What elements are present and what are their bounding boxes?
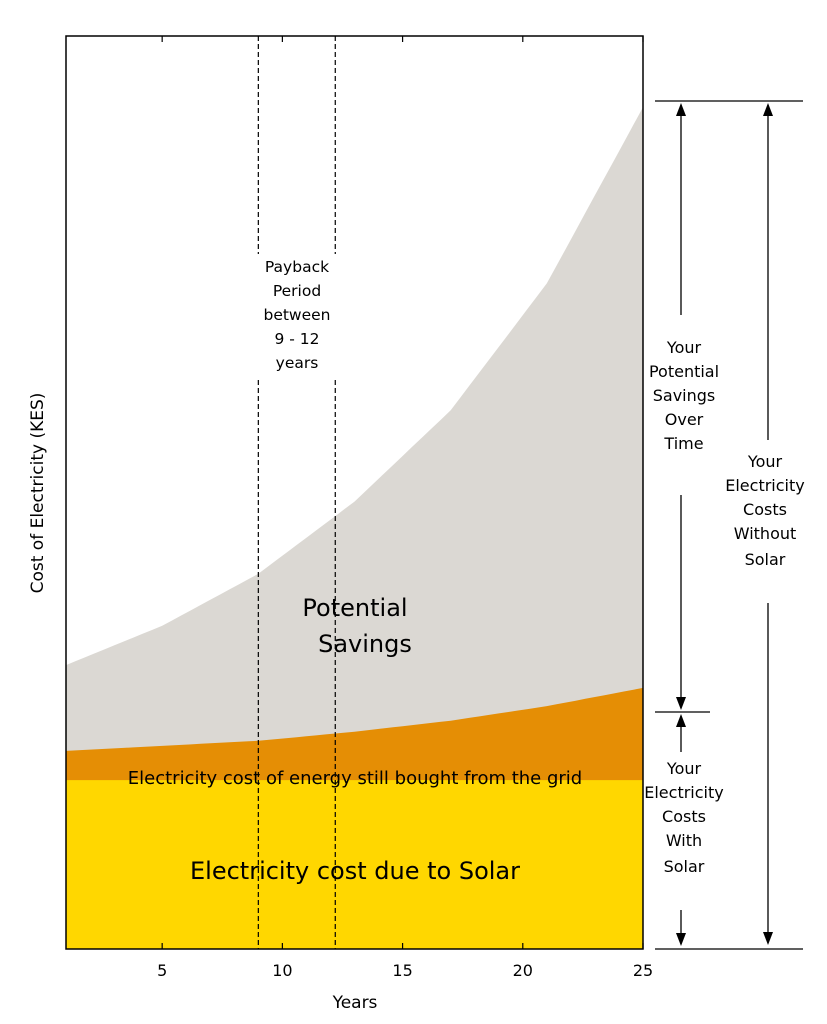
y-axis-title: Cost of Electricity (KES) xyxy=(28,393,48,594)
x-tick-label-10: 10 xyxy=(272,961,292,980)
savings-arrow-up-icon xyxy=(676,103,686,116)
payback-period-lines xyxy=(257,36,336,949)
potential-savings-label-line2: Savings xyxy=(318,630,412,658)
payback-label-backdrop xyxy=(256,254,336,378)
payback-line-3: between xyxy=(263,306,330,324)
savings-text-line-3: Savings xyxy=(653,386,716,405)
x-tick-label-5: 5 xyxy=(157,961,167,980)
with-solar-arrow-up-icon xyxy=(676,714,686,727)
without-solar-text-line-2: Electricity xyxy=(725,476,804,495)
with-solar-text-line-3: Costs xyxy=(662,807,706,826)
payback-line-4: 9 - 12 xyxy=(274,330,319,348)
solar-band-label: Electricity cost due to Solar xyxy=(190,857,520,885)
savings-arrow-down-icon xyxy=(676,697,686,710)
payback-line-2: Period xyxy=(273,282,321,300)
x-axis-ticks: 5 10 15 20 25 xyxy=(157,36,653,980)
with-solar-text-line-2: Electricity xyxy=(644,783,723,802)
with-solar-arrow-down-icon xyxy=(676,933,686,946)
chart-areas xyxy=(66,107,643,949)
without-solar-text-line-5: Solar xyxy=(745,550,786,569)
payback-period-label: Payback Period between 9 - 12 years xyxy=(256,254,336,378)
payback-line-1: Payback xyxy=(265,258,329,276)
x-tick-label-20: 20 xyxy=(513,961,533,980)
savings-text-line-1: Your xyxy=(666,338,702,357)
savings-text-line-5: Time xyxy=(663,434,703,453)
with-solar-text-line-5: Solar xyxy=(664,857,705,876)
grid-band-label: Electricity cost of energy still bought … xyxy=(128,768,582,789)
savings-text-line-2: Potential xyxy=(649,362,719,381)
without-solar-text-line-4: Without xyxy=(734,524,797,543)
plot-frame xyxy=(65,35,644,950)
potential-savings-label-line1: Potential xyxy=(302,594,407,622)
x-tick-label-15: 15 xyxy=(392,961,412,980)
with-solar-text-line-1: Your xyxy=(666,759,702,778)
right-annotations: Your Potential Savings Over Time Your El… xyxy=(644,100,805,950)
without-solar-text-line-1: Your xyxy=(747,452,783,471)
with-solar-text-line-4: With xyxy=(666,831,702,850)
x-tick-label-25: 25 xyxy=(633,961,653,980)
solar-cost-area xyxy=(66,780,643,949)
x-axis-title: Years xyxy=(332,993,378,1013)
without-solar-text-line-3: Costs xyxy=(743,500,787,519)
payback-line-5: years xyxy=(276,354,319,372)
savings-text-line-4: Over xyxy=(665,410,704,429)
without-solar-arrow-down-icon xyxy=(763,932,773,945)
without-solar-arrow-up-icon xyxy=(763,103,773,116)
